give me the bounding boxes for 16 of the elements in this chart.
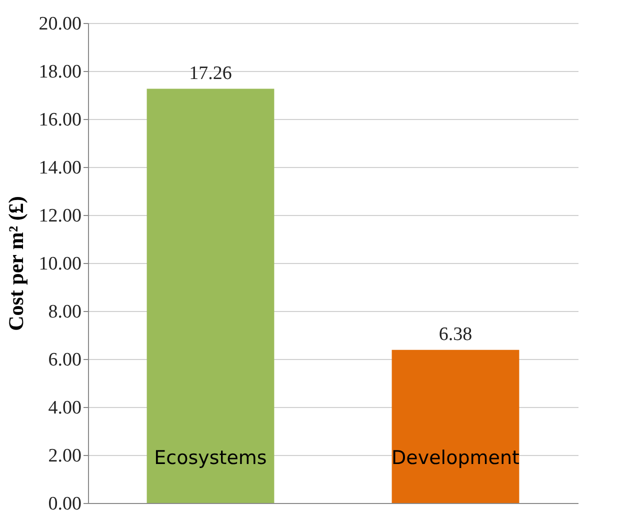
y-tick-label: 6.00 bbox=[48, 350, 82, 370]
y-tick-label: 16.00 bbox=[38, 110, 82, 130]
y-axis-title: Cost per m² (£) bbox=[4, 196, 28, 331]
y-tick-label: 14.00 bbox=[38, 158, 82, 178]
y-tick-label: 10.00 bbox=[38, 254, 82, 274]
x-tick-label: Development bbox=[392, 447, 520, 469]
y-tick-label: 20.00 bbox=[38, 14, 82, 34]
data-label: 17.26 bbox=[189, 62, 232, 84]
y-tick-label: 18.00 bbox=[38, 62, 82, 82]
x-tick-label: Ecosystems bbox=[154, 447, 267, 469]
y-tick-label: 2.00 bbox=[48, 446, 82, 466]
data-label: 6.38 bbox=[438, 324, 472, 345]
y-tick-label: 0.00 bbox=[48, 494, 82, 514]
y-tick-label: 4.00 bbox=[48, 398, 82, 418]
y-tick-label: 12.00 bbox=[38, 206, 82, 226]
y-tick-label: 8.00 bbox=[48, 302, 82, 322]
